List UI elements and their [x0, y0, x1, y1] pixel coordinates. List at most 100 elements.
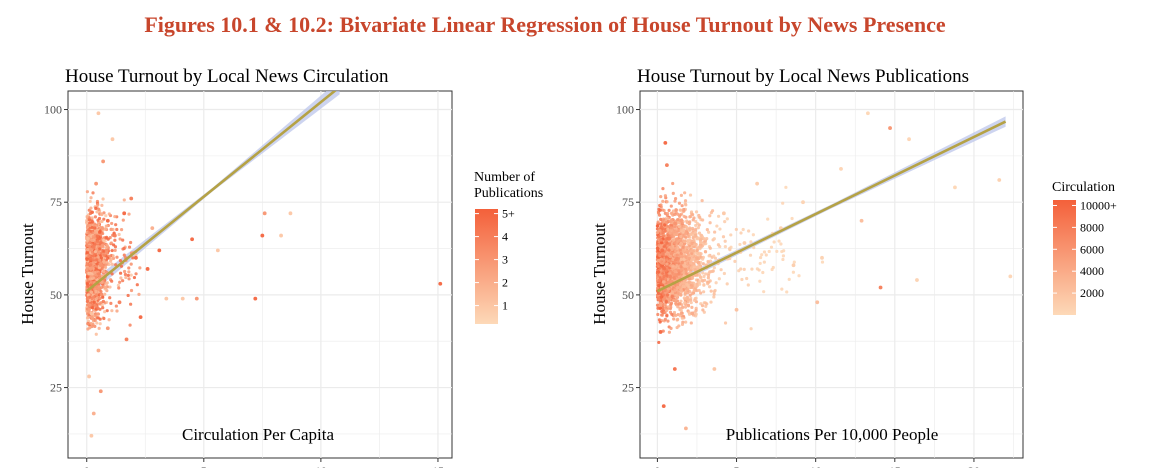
data-point — [683, 426, 688, 431]
data-point — [677, 272, 681, 276]
data-point — [657, 235, 661, 239]
y-tick-label: 50 — [50, 288, 62, 302]
data-point — [101, 306, 105, 310]
data-point — [746, 283, 750, 287]
data-point — [705, 302, 709, 306]
data-point — [180, 296, 185, 301]
data-point — [89, 433, 94, 438]
data-point — [95, 321, 99, 325]
data-point — [671, 244, 675, 249]
data-point — [90, 250, 95, 254]
data-point — [94, 268, 98, 272]
data-point — [89, 206, 93, 210]
legend-tick-label: 6000 — [1080, 242, 1104, 256]
data-point — [101, 197, 105, 201]
data-point — [672, 310, 677, 315]
data-point — [96, 348, 101, 353]
data-point — [673, 212, 677, 217]
data-point — [95, 258, 99, 262]
data-point — [674, 258, 678, 262]
data-point — [688, 193, 693, 197]
legend-title: Circulation — [1052, 180, 1115, 195]
data-point — [734, 227, 738, 232]
data-point — [674, 232, 678, 237]
data-point — [661, 252, 665, 256]
data-point — [676, 317, 680, 322]
data-point — [752, 246, 756, 250]
data-point — [673, 240, 677, 245]
data-point — [96, 244, 100, 248]
data-point — [690, 241, 694, 246]
data-point — [97, 250, 101, 255]
data-point — [665, 273, 669, 277]
data-point — [679, 265, 683, 269]
grid-lines — [640, 91, 1023, 458]
data-point — [666, 252, 670, 256]
data-point — [657, 207, 661, 211]
y-tick-label: 25 — [622, 381, 634, 395]
data-point — [668, 296, 672, 300]
data-point — [670, 312, 674, 316]
data-point — [688, 227, 692, 232]
data-point — [673, 289, 677, 293]
data-point — [655, 224, 660, 228]
data-point — [670, 247, 674, 251]
data-point — [715, 224, 719, 228]
data-point — [117, 286, 121, 290]
x-tick-label: 15 — [432, 464, 444, 468]
data-point — [100, 303, 104, 307]
data-point — [109, 227, 113, 232]
x-axis-ticks: 0 5 10 15 — [84, 458, 444, 468]
data-point — [700, 199, 704, 203]
data-point — [91, 306, 95, 310]
data-point — [660, 248, 665, 253]
data-point — [688, 293, 692, 297]
data-point — [673, 197, 678, 201]
data-point — [126, 293, 130, 298]
data-point — [661, 404, 666, 409]
data-point — [692, 288, 696, 293]
data-point — [685, 219, 689, 223]
data-point — [689, 266, 694, 270]
data-point — [727, 247, 732, 251]
data-point — [93, 324, 97, 329]
data-point — [668, 255, 673, 259]
data-point — [742, 267, 746, 271]
data-point — [659, 238, 663, 242]
data-point — [668, 236, 672, 241]
data-point — [670, 211, 674, 215]
data-point — [755, 181, 760, 186]
data-point — [661, 199, 665, 203]
data-point — [100, 203, 104, 207]
data-point — [712, 237, 716, 241]
data-point — [701, 271, 705, 275]
data-point — [96, 255, 100, 259]
circulation-scatter-chart: House Turnout by Local News Circulation … — [18, 66, 543, 468]
data-point — [87, 218, 91, 222]
data-point — [108, 285, 112, 289]
data-point — [98, 230, 102, 234]
data-point — [132, 275, 137, 280]
data-point — [723, 239, 727, 243]
data-point — [662, 267, 667, 271]
data-point — [785, 290, 789, 294]
data-point — [115, 309, 119, 313]
data-point — [126, 273, 130, 278]
data-point — [99, 212, 103, 216]
data-point — [668, 231, 672, 235]
data-point — [665, 262, 669, 266]
data-point — [679, 193, 683, 197]
data-point — [718, 227, 722, 231]
data-point — [90, 239, 94, 243]
data-point — [664, 300, 668, 304]
data-point — [658, 273, 662, 277]
data-point — [137, 292, 141, 297]
data-point — [691, 249, 695, 253]
data-point — [674, 237, 679, 241]
data-point — [96, 316, 100, 320]
data-point — [124, 337, 129, 342]
data-point — [85, 262, 89, 267]
data-point — [157, 248, 162, 253]
y-axis-label: House Turnout — [590, 223, 609, 325]
